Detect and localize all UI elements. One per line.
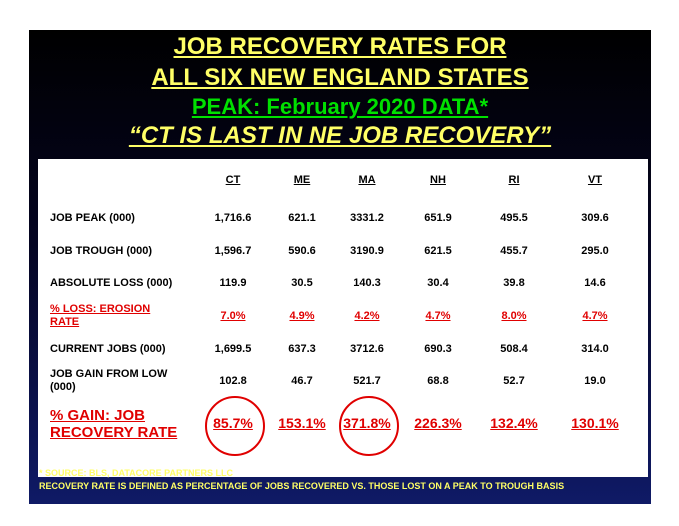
definition-note: RECOVERY RATE IS DEFINED AS PERCENTAGE O…	[39, 481, 565, 491]
row-label-job-peak: JOB PEAK (000)	[50, 212, 135, 224]
title-line-3: PEAK: February 2020 DATA*	[191, 94, 489, 119]
table-cell: 19.0	[584, 375, 606, 387]
table-cell: 68.8	[427, 375, 449, 387]
table-cell: 637.3	[288, 343, 316, 355]
table-cell: 30.4	[427, 277, 449, 289]
table-cell: 3190.9	[350, 245, 384, 257]
slide: JOB RECOVERY RATES FOR ALL SIX NEW ENGLA…	[29, 30, 651, 504]
table-cell: 521.7	[353, 375, 381, 387]
row-label-loss-erosion-rate: % LOSS: EROSION RATE	[50, 303, 150, 329]
table-cell: 52.7	[503, 375, 525, 387]
table-cell: 8.0%	[501, 310, 527, 322]
table-cell: 621.1	[288, 212, 316, 224]
table-cell: 371.8%	[343, 415, 391, 431]
table-cell: 651.9	[424, 212, 452, 224]
table-cell: 4.7%	[425, 310, 451, 322]
table-cell: 309.6	[581, 212, 609, 224]
table-cell: 4.9%	[289, 310, 315, 322]
table-cell: 508.4	[500, 343, 528, 355]
row-label-job-gain-from-low: JOB GAIN FROM LOW (000)	[50, 368, 167, 394]
table-cell: 85.7%	[213, 415, 253, 431]
table-cell: 46.7	[291, 375, 313, 387]
row-label-absolute-loss: ABSOLUTE LOSS (000)	[50, 277, 173, 289]
row-label-job-trough: JOB TROUGH (000)	[50, 245, 153, 257]
table-cell: 226.3%	[414, 415, 462, 431]
highlight-circle-ct	[205, 396, 265, 456]
highlight-circle-ma	[339, 396, 399, 456]
table-cell: 314.0	[581, 343, 609, 355]
title-line-2: ALL SIX NEW ENGLAND STATES	[151, 64, 529, 91]
row-label-line: JOB GAIN FROM LOW	[50, 368, 168, 380]
table-cell: 130.1%	[571, 415, 619, 431]
table-cell: 1,596.7	[214, 245, 252, 257]
table-cell: 132.4%	[490, 415, 538, 431]
table-cell: 3331.2	[350, 212, 384, 224]
table-cell: 102.8	[219, 375, 247, 387]
table-cell: 1,699.5	[214, 343, 252, 355]
table-cell: 4.2%	[354, 310, 380, 322]
column-header-ct: CT	[225, 174, 241, 186]
table-cell: 119.9	[219, 277, 247, 289]
table-cell: 621.5	[424, 245, 452, 257]
row-label-line: RECOVERY RATE	[50, 424, 178, 441]
table-cell: 14.6	[584, 277, 606, 289]
recovery-table: CT ME MA NH RI VT JOB PEAK (000) 1,716.6…	[38, 159, 648, 477]
table-cell: 39.8	[503, 277, 525, 289]
row-label-current-jobs: CURRENT JOBS (000)	[50, 343, 166, 355]
table-cell: 455.7	[500, 245, 528, 257]
table-cell: 7.0%	[220, 310, 246, 322]
table-cell: 495.5	[500, 212, 528, 224]
column-header-ri: RI	[508, 174, 520, 186]
column-header-me: ME	[293, 174, 311, 186]
table-cell: 30.5	[291, 277, 313, 289]
table-cell: 140.3	[353, 277, 381, 289]
table-cell: 4.7%	[582, 310, 608, 322]
column-header-ma: MA	[358, 174, 376, 186]
table-cell: 3712.6	[350, 343, 384, 355]
column-header-vt: VT	[587, 174, 603, 186]
title-line-4: “CT IS LAST IN NE JOB RECOVERY”	[128, 122, 552, 149]
table-cell: 1,716.6	[214, 212, 252, 224]
table-cell: 295.0	[581, 245, 609, 257]
title-line-1: JOB RECOVERY RATES FOR	[173, 33, 507, 60]
table-cell: 590.6	[288, 245, 316, 257]
row-label-line: (000)	[50, 381, 76, 393]
row-label-line: % GAIN: JOB	[50, 407, 146, 424]
row-label-line: % LOSS: EROSION	[50, 303, 151, 315]
table-cell: 690.3	[424, 343, 452, 355]
row-label-job-recovery-rate: % GAIN: JOB RECOVERY RATE	[50, 407, 177, 441]
table-cell: 153.1%	[278, 415, 326, 431]
column-header-nh: NH	[430, 174, 446, 186]
source-note: * SOURCE: BLS, DATACORE PARTNERS LLC	[39, 468, 234, 478]
row-label-line: RATE	[50, 316, 80, 328]
